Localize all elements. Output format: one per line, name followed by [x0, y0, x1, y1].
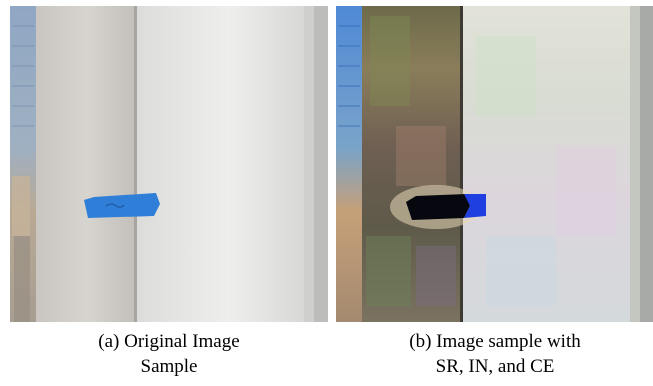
caption-enhanced-image: (b) Image sample with SR, IN, and CE — [336, 329, 653, 379]
original-image — [10, 6, 328, 322]
caption-original-image: (a) Original Image Sample — [10, 329, 328, 379]
caption-b-line1: (b) Image sample with — [409, 331, 581, 352]
enhanced-image-panel — [336, 6, 653, 322]
caption-a-line2: Sample — [140, 356, 198, 377]
enhanced-image — [336, 6, 653, 322]
caption-a-line1: (a) Original Image — [98, 331, 240, 352]
original-image-panel — [10, 6, 328, 322]
caption-b-line2: SR, IN, and CE — [435, 356, 555, 377]
